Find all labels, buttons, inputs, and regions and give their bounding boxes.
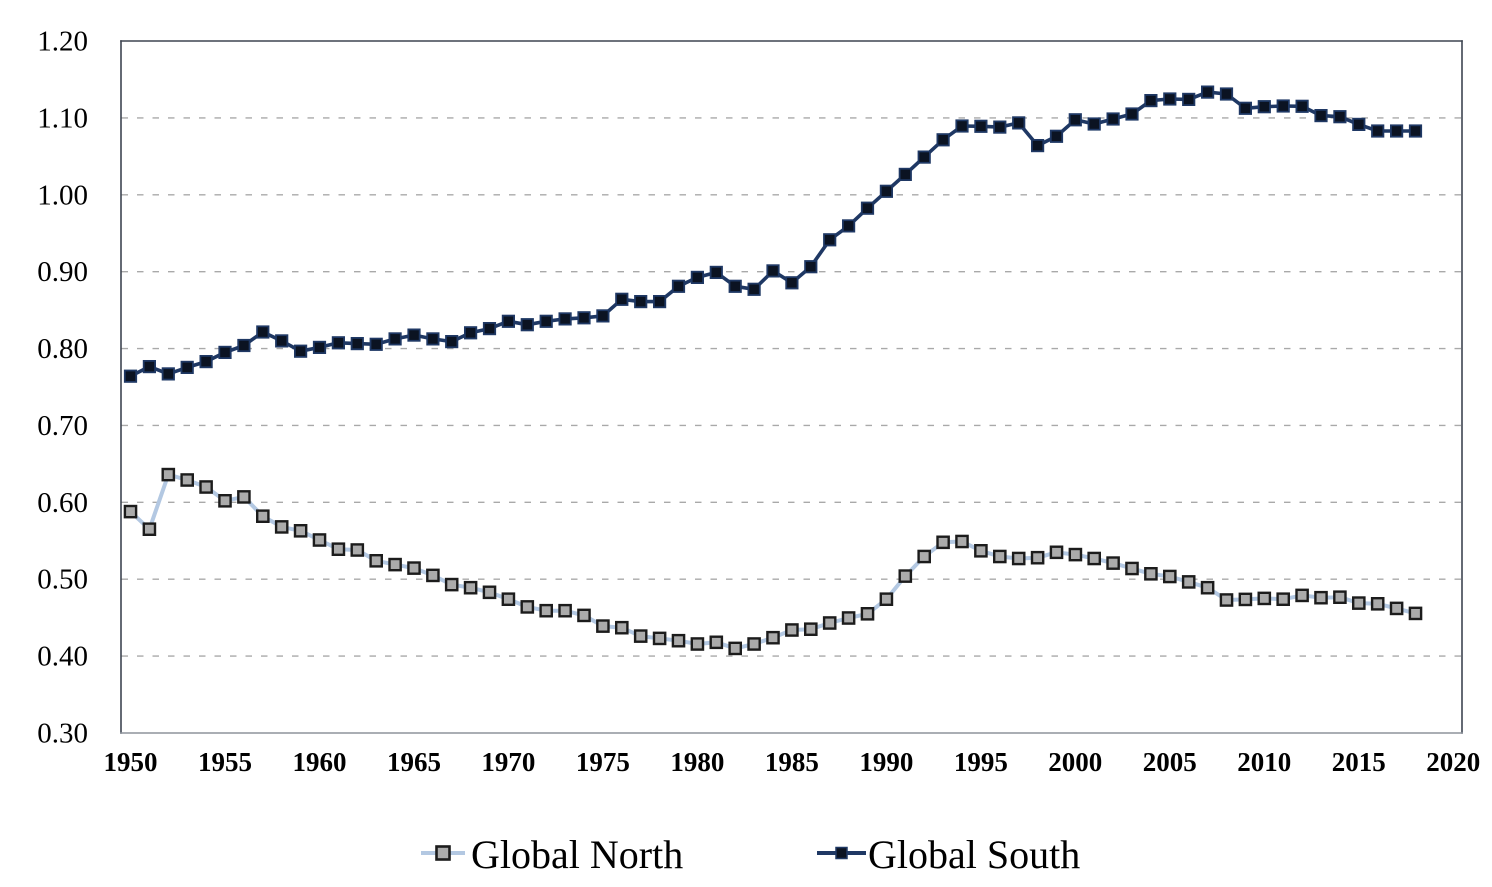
svg-text:1990: 1990 <box>859 747 913 777</box>
svg-text:2015: 2015 <box>1332 747 1386 777</box>
svg-text:1.00: 1.00 <box>37 179 88 211</box>
svg-text:0.40: 0.40 <box>37 641 88 673</box>
svg-text:2010: 2010 <box>1237 747 1291 777</box>
svg-text:0.60: 0.60 <box>37 487 88 519</box>
svg-text:2005: 2005 <box>1143 747 1197 777</box>
svg-text:1955: 1955 <box>198 747 252 777</box>
svg-text:0.80: 0.80 <box>37 333 88 365</box>
svg-text:1950: 1950 <box>104 747 158 777</box>
svg-text:1.20: 1.20 <box>37 26 88 58</box>
svg-text:0.70: 0.70 <box>37 410 88 442</box>
svg-text:2000: 2000 <box>1048 747 1102 777</box>
svg-text:1995: 1995 <box>954 747 1008 777</box>
svg-text:1960: 1960 <box>293 747 347 777</box>
svg-text:Global South: Global South <box>868 832 1080 877</box>
svg-text:0.90: 0.90 <box>37 256 88 288</box>
svg-text:0.50: 0.50 <box>37 564 88 596</box>
svg-text:1975: 1975 <box>576 747 630 777</box>
svg-text:0.30: 0.30 <box>37 718 88 750</box>
svg-text:1965: 1965 <box>387 747 441 777</box>
svg-text:1985: 1985 <box>765 747 819 777</box>
svg-text:Global North: Global North <box>471 832 683 877</box>
svg-text:1980: 1980 <box>670 747 724 777</box>
svg-text:1970: 1970 <box>481 747 535 777</box>
svg-text:2020: 2020 <box>1426 747 1480 777</box>
svg-text:1.10: 1.10 <box>37 102 88 134</box>
